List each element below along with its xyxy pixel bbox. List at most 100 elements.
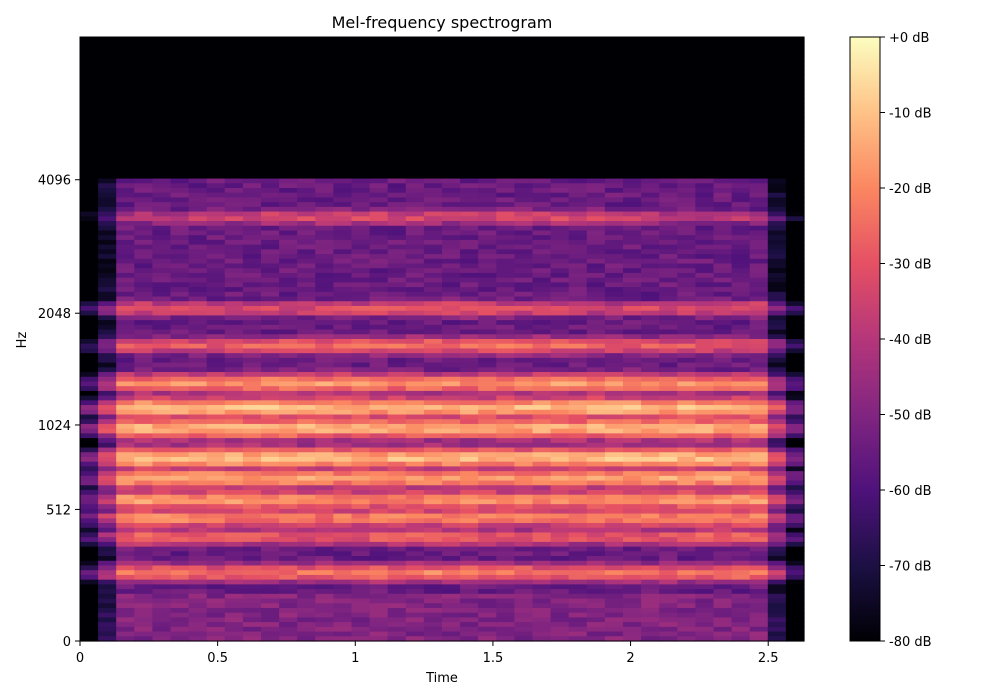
heatmap-cell — [713, 249, 733, 255]
heatmap-cell — [496, 390, 515, 397]
heatmap-cell — [170, 508, 190, 515]
heatmap-cell — [405, 164, 425, 170]
heatmap-cell — [604, 574, 624, 581]
heatmap-cell — [80, 310, 99, 317]
heatmap-cell — [116, 372, 135, 378]
heatmap-cell — [405, 598, 425, 604]
heatmap-cell — [749, 107, 769, 114]
heatmap-cell — [206, 136, 226, 142]
heatmap-cell — [188, 447, 208, 453]
heatmap-cell — [550, 334, 570, 340]
heatmap-cell — [514, 532, 534, 538]
heatmap-cell — [641, 452, 660, 458]
heatmap-cell — [604, 121, 624, 128]
heatmap-cell — [586, 216, 606, 222]
heatmap-cell — [478, 499, 497, 505]
heatmap-cell — [604, 395, 624, 401]
heatmap-cell — [279, 631, 298, 637]
heatmap-cell — [242, 305, 262, 312]
heatmap-cell — [333, 612, 353, 619]
heatmap-cell — [116, 277, 135, 283]
heatmap-cell — [242, 593, 262, 600]
heatmap-cell — [568, 136, 588, 142]
heatmap-cell — [460, 188, 479, 194]
heatmap-cell — [695, 414, 715, 420]
heatmap-cell — [442, 560, 461, 567]
heatmap-cell — [98, 88, 117, 95]
heatmap-cell — [188, 518, 208, 524]
heatmap-cell — [695, 372, 715, 378]
heatmap-cell — [423, 428, 443, 434]
heatmap-cell — [641, 532, 660, 538]
heatmap-cell — [659, 140, 678, 147]
heatmap-cell — [514, 409, 534, 416]
heatmap-cell — [351, 447, 371, 453]
heatmap-cell — [731, 126, 751, 132]
heatmap-cell — [206, 121, 226, 128]
heatmap-cell — [713, 386, 733, 392]
heatmap-cell — [134, 88, 153, 95]
heatmap-cell — [659, 386, 678, 392]
heatmap-cell — [170, 239, 190, 246]
heatmap-cell — [152, 178, 172, 184]
heatmap-cell — [586, 244, 606, 250]
heatmap-cell — [279, 211, 298, 217]
heatmap-cell — [532, 494, 552, 501]
heatmap-cell — [351, 221, 371, 227]
heatmap-cell — [659, 112, 678, 118]
heatmap-cell — [98, 315, 117, 321]
heatmap-cell — [677, 244, 696, 250]
heatmap-cell — [514, 239, 534, 246]
heatmap-cell — [242, 296, 262, 302]
heatmap-cell — [749, 197, 769, 203]
heatmap-cell — [496, 537, 515, 543]
heatmap-cell — [496, 150, 515, 156]
heatmap-cell — [532, 456, 552, 463]
heatmap-cell — [242, 447, 262, 453]
heatmap-cell — [713, 272, 733, 279]
heatmap-cell — [423, 541, 443, 548]
heatmap-cell — [387, 353, 407, 359]
heatmap-cell — [315, 485, 334, 491]
heatmap-cell — [586, 551, 606, 557]
heatmap-cell — [749, 296, 769, 302]
heatmap-cell — [369, 301, 389, 307]
heatmap-cell — [496, 447, 515, 453]
heatmap-cell — [80, 131, 99, 137]
heatmap-cell — [677, 499, 696, 505]
heatmap-cell — [188, 409, 208, 416]
heatmap-cell — [134, 400, 153, 406]
heatmap-cell — [568, 296, 588, 302]
heatmap-cell — [405, 400, 425, 406]
heatmap-cell — [188, 513, 208, 519]
heatmap-cell — [604, 235, 624, 241]
heatmap-cell — [261, 362, 280, 368]
heatmap-cell — [405, 419, 425, 425]
heatmap-cell — [134, 301, 153, 307]
heatmap-cell — [134, 546, 153, 552]
heatmap-cell — [514, 579, 534, 585]
heatmap-cell — [242, 405, 262, 411]
heatmap-cell — [550, 140, 570, 147]
heatmap-cell — [98, 532, 117, 538]
heatmap-cell — [713, 154, 733, 161]
heatmap-cell — [659, 84, 678, 90]
heatmap-cell — [206, 339, 226, 345]
heatmap-cell — [315, 376, 334, 383]
heatmap-cell — [623, 362, 642, 368]
heatmap-cell — [442, 103, 461, 109]
heatmap-cell — [80, 320, 99, 326]
heatmap-cell — [224, 405, 244, 411]
heatmap-cell — [279, 154, 298, 161]
heatmap-cell — [405, 287, 425, 293]
heatmap-cell — [568, 221, 588, 227]
heatmap-cell — [550, 93, 570, 99]
heatmap-cell — [550, 150, 570, 156]
heatmap-cell — [351, 169, 371, 175]
heatmap-cell — [731, 471, 751, 477]
heatmap-cell — [641, 169, 660, 175]
heatmap-cell — [623, 504, 642, 510]
heatmap-cell — [170, 626, 190, 633]
heatmap-cell — [369, 490, 389, 496]
heatmap-cell — [623, 372, 642, 378]
